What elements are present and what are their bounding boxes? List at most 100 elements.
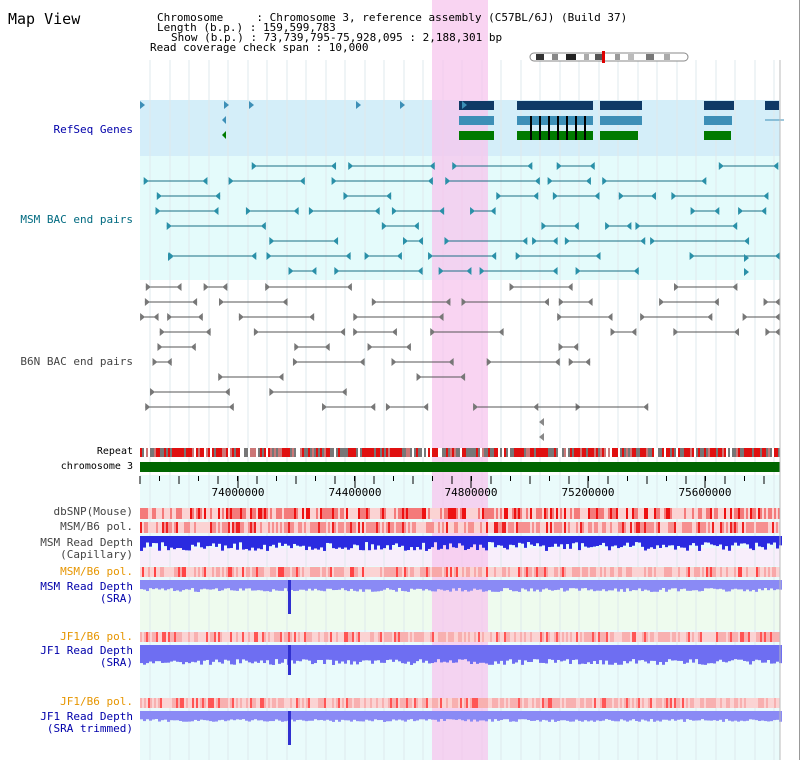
jf1-b6-pol-2-heat-cell bbox=[764, 698, 766, 708]
track-label-chromosome[interactable]: chromosome 3 bbox=[60, 461, 133, 472]
track-label-msm-read-depth-sra[interactable]: MSM Read Depth bbox=[40, 580, 133, 593]
msm-b6-pol-heat-cell bbox=[338, 522, 340, 533]
jf1-sra-depth-bar bbox=[563, 645, 566, 661]
jf1-b6-pol-heat-cell bbox=[234, 632, 236, 642]
msm-b6-pol-heat-cell bbox=[266, 522, 268, 533]
jf1-trimmed-depth-bar bbox=[614, 711, 617, 722]
jf1-b6-pol-heat-cell bbox=[508, 632, 510, 642]
jf1-b6-pol-2-heat-cell bbox=[284, 698, 286, 708]
msm-b6-pol-heat-cell bbox=[214, 522, 216, 533]
repeat-segment bbox=[632, 448, 634, 457]
msm-b6-pol-2-heat-cell bbox=[246, 567, 248, 577]
msm-b6-pol-heat-cell bbox=[140, 522, 142, 533]
track-label-b6n-bac[interactable]: B6N BAC end pairs bbox=[20, 355, 133, 368]
jf1-b6-pol-heat-cell bbox=[644, 632, 646, 642]
msm-b6-pol-heat-cell bbox=[308, 522, 310, 533]
jf1-b6-pol-heat-cell bbox=[194, 632, 196, 642]
msm-b6-pol-2-heat-cell bbox=[442, 567, 444, 577]
msm-capillary-depth-bar bbox=[572, 536, 575, 544]
msm-b6-pol-heat-cell bbox=[192, 522, 194, 533]
jf1-sra-depth-bar bbox=[410, 645, 413, 665]
repeat-segment bbox=[692, 448, 694, 457]
msm-sra-depth-bar bbox=[719, 580, 722, 589]
msm-bac-end-marker bbox=[533, 192, 539, 200]
msm-b6-pol-heat-cell bbox=[212, 522, 214, 533]
jf1-b6-pol-2-heat-cell bbox=[508, 698, 510, 708]
jf1-b6-pol-heat-cell bbox=[526, 632, 528, 642]
msm-sra-depth-bar bbox=[635, 580, 638, 591]
track-label-repeat[interactable]: Repeat bbox=[96, 446, 133, 457]
jf1-b6-pol-2-heat-cell bbox=[600, 698, 602, 708]
dbsnp-heat-cell bbox=[440, 508, 442, 519]
msm-b6-pol-heat-cell bbox=[268, 522, 270, 533]
jf1-b6-pol-2-heat-cell bbox=[148, 698, 150, 708]
track-label-jf1-b6-pol-2[interactable]: JF1/B6 pol. bbox=[60, 695, 133, 708]
jf1-b6-pol-heat-cell bbox=[492, 632, 494, 642]
track-label-dbsnp[interactable]: dbSNP(Mouse) bbox=[53, 505, 133, 518]
b6n-bac-end-marker bbox=[367, 343, 373, 351]
msm-b6-pol-heat-cell bbox=[196, 522, 198, 533]
jf1-sra-depth-bar bbox=[683, 645, 686, 664]
msm-b6-pol-2-heat-cell bbox=[232, 567, 234, 577]
jf1-b6-pol-heat-cell bbox=[714, 632, 716, 642]
msm-sra-depth-bar bbox=[737, 580, 740, 590]
msm-sra-depth-bar bbox=[269, 580, 272, 592]
jf1-trimmed-depth-bar bbox=[524, 711, 527, 720]
track-label-jf1-read-depth-sra[interactable]: JF1 Read Depth bbox=[40, 644, 133, 657]
msm-sra-depth-bar bbox=[326, 580, 329, 589]
dbsnp-heat-cell bbox=[602, 508, 604, 519]
msm-b6-pol-2-heat-cell bbox=[514, 567, 516, 577]
msm-b6-pol-heat-cell bbox=[554, 522, 556, 533]
track-label-msm-bac[interactable]: MSM BAC end pairs bbox=[20, 213, 133, 226]
msm-b6-pol-heat-cell bbox=[618, 522, 620, 533]
refseq-exon-tick bbox=[557, 116, 559, 140]
jf1-b6-pol-heat-cell bbox=[226, 632, 228, 642]
jf1-b6-pol-heat-cell bbox=[774, 632, 776, 642]
msm-b6-pol-2-heat-cell bbox=[510, 567, 512, 577]
msm-b6-pol-heat-cell bbox=[188, 522, 190, 533]
jf1-trimmed-depth-bar bbox=[674, 711, 677, 721]
repeat-segment bbox=[288, 448, 290, 457]
track-label-msm-b6-pol-2[interactable]: MSM/B6 pol. bbox=[60, 565, 133, 578]
jf1-b6-pol-2-heat-cell bbox=[174, 698, 176, 708]
msm-b6-pol-heat-cell bbox=[368, 522, 370, 533]
track-label-jf1-b6-pol[interactable]: JF1/B6 pol. bbox=[60, 630, 133, 643]
jf1-b6-pol-2-heat-cell bbox=[560, 698, 562, 708]
msm-sra-depth-bar bbox=[191, 580, 194, 589]
msm-capillary-depth-bar bbox=[392, 536, 395, 545]
msm-b6-pol-heat-cell bbox=[738, 522, 740, 533]
repeat-segment bbox=[558, 448, 560, 457]
msm-b6-pol-2-heat-cell bbox=[224, 567, 226, 577]
dbsnp-heat-cell bbox=[582, 508, 584, 519]
dbsnp-heat-cell bbox=[296, 508, 298, 519]
dbsnp-heat-cell bbox=[522, 508, 524, 519]
repeat-segment bbox=[140, 448, 142, 457]
track-label-msm-read-depth-capillary[interactable]: MSM Read Depth bbox=[40, 536, 133, 549]
jf1-b6-pol-2-heat-cell bbox=[568, 698, 570, 708]
msm-capillary-depth-bar bbox=[389, 536, 392, 550]
msm-capillary-depth-bar bbox=[569, 536, 572, 549]
jf1-b6-pol-heat-cell bbox=[552, 632, 554, 642]
track-label-jf1-read-depth-trimmed[interactable]: JF1 Read Depth bbox=[40, 710, 133, 723]
track-label-refseq-genes[interactable]: RefSeq Genes bbox=[53, 123, 133, 136]
jf1-b6-pol-heat-cell bbox=[770, 632, 772, 642]
jf1-b6-pol-2-heat-cell bbox=[438, 698, 440, 708]
repeat-segment bbox=[444, 448, 446, 457]
msm-b6-pol-2-heat-cell bbox=[542, 567, 544, 577]
jf1-b6-pol-heat-cell bbox=[504, 632, 506, 642]
jf1-sra-depth-bar bbox=[770, 645, 773, 664]
msm-b6-pol-heat-cell bbox=[330, 522, 332, 533]
track-label-msm-b6-pol[interactable]: MSM/B6 pol. bbox=[60, 520, 133, 533]
dbsnp-heat-cell bbox=[294, 508, 296, 519]
b6n-bac-end-marker bbox=[359, 358, 365, 366]
dbsnp-heat-cell bbox=[200, 508, 202, 519]
jf1-b6-pol-2-heat-cell bbox=[396, 698, 398, 708]
msm-capillary-depth-bar bbox=[707, 536, 710, 543]
b6n-bac-end-marker bbox=[190, 343, 196, 351]
msm-capillary-depth-bar bbox=[545, 536, 548, 551]
coverage-span-info: Read coverage check span : 10,000 bbox=[150, 41, 369, 54]
b6n-bac-end-marker bbox=[674, 283, 680, 291]
msm-bac-end-marker bbox=[470, 207, 476, 215]
